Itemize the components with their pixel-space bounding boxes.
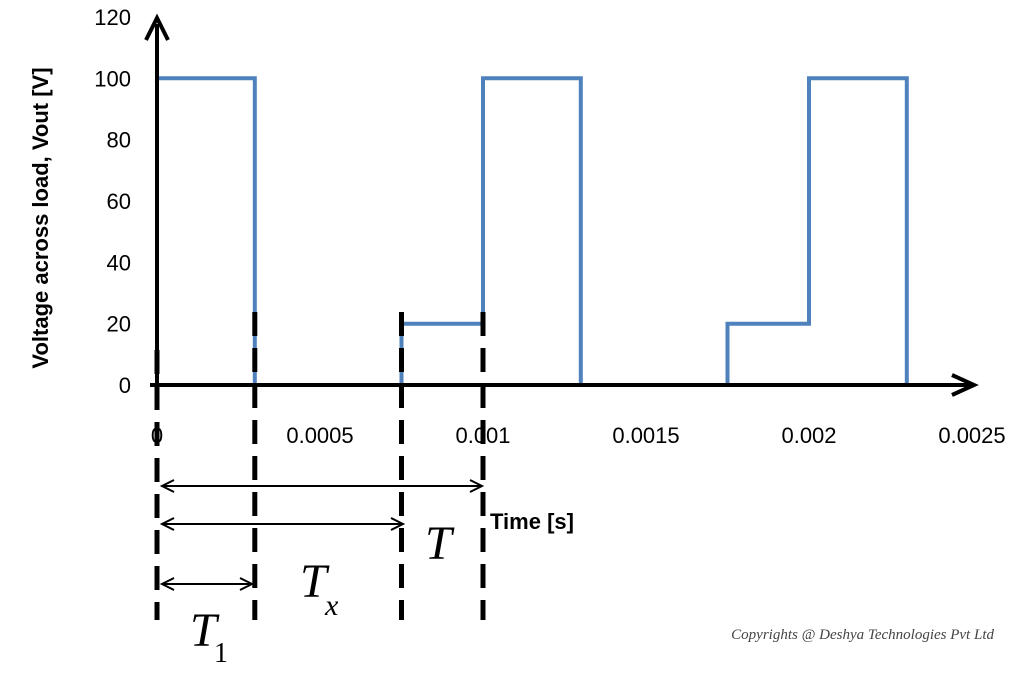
arrow-T1-left-head: [159, 577, 175, 591]
arrow-T1-right-head: [239, 577, 255, 591]
y-tick-label: 80: [107, 128, 131, 153]
arrow-Tx-left-head: [159, 517, 175, 531]
arrow-T-right-head: [469, 479, 485, 493]
y-tick-label: 40: [107, 250, 131, 275]
dimension-arrows: [159, 479, 485, 591]
y-tick-label: 60: [107, 189, 131, 214]
arrow-T-left-head: [159, 479, 175, 493]
y-tick-label: 120: [94, 5, 131, 30]
y-tick-label: 100: [94, 66, 131, 91]
x-axis-title: Time [s]: [490, 509, 574, 534]
y-axis-arrow: [144, 13, 170, 41]
copyright-text: Copyrights @ Deshya Technologies Pvt Ltd: [731, 627, 994, 643]
x-tick-label: 0.002: [781, 423, 836, 448]
x-axis-arrow: [951, 373, 979, 397]
y-axis-title: Voltage across load, Vout [V]: [28, 67, 53, 368]
x-tick-label: 0.0025: [938, 423, 1005, 448]
y-tick-label: 20: [107, 312, 131, 337]
label-Tx: T: [300, 555, 330, 608]
series-layer: [157, 76, 972, 387]
label-T1-sub: 1: [214, 638, 228, 669]
x-tick-label: 0.0015: [612, 423, 679, 448]
y-tick-label: 0: [119, 373, 131, 398]
period-markers: [154, 312, 486, 620]
label-T1: T: [190, 604, 220, 657]
arrow-Tx-right-head: [390, 517, 406, 531]
x-tick-label: 0.0005: [286, 423, 353, 448]
y-tick-labels: 0 20 40 60 80 100 120: [94, 5, 131, 398]
label-Tx-sub: x: [324, 589, 339, 622]
series-line: [157, 76, 972, 387]
label-T: T: [425, 517, 455, 570]
